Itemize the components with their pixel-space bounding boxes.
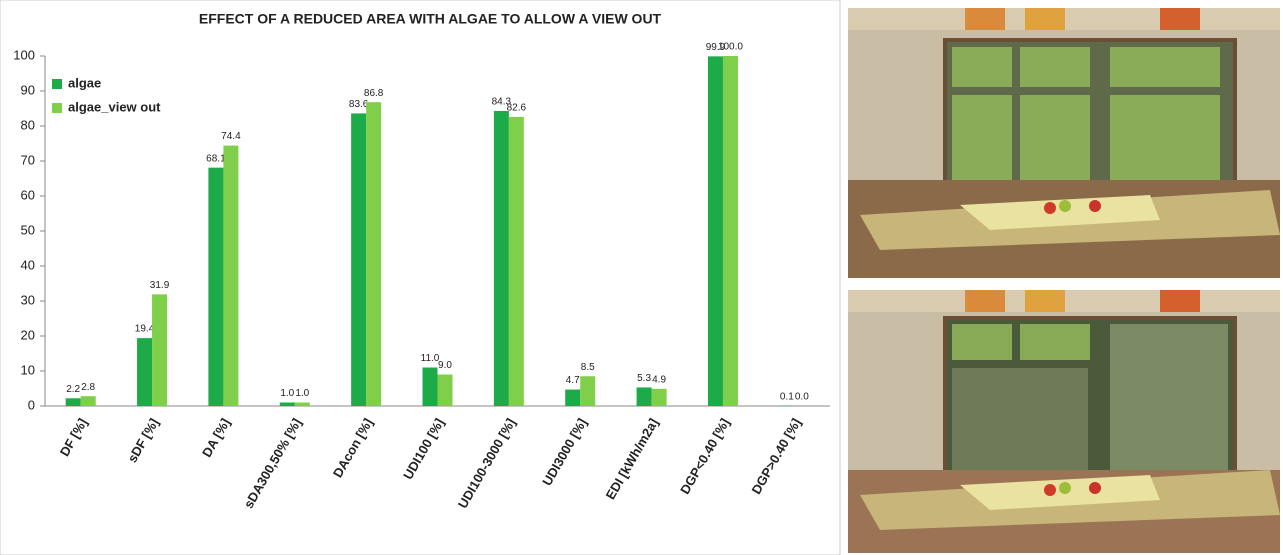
bar	[208, 167, 224, 406]
y-tick-label: 80	[21, 117, 35, 132]
y-tick-label: 20	[21, 327, 35, 342]
y-tick-label: 30	[21, 292, 35, 307]
y-tick-label: 10	[21, 362, 35, 377]
bar	[279, 402, 295, 406]
y-tick-label: 40	[21, 257, 35, 272]
bar	[351, 113, 367, 407]
value-label: 2.2	[66, 384, 80, 395]
bar	[508, 116, 524, 407]
legend-label: algae_view out	[68, 99, 161, 114]
value-label: 0.0	[795, 392, 809, 403]
bar	[565, 389, 581, 406]
bar	[722, 56, 738, 406]
y-tick-label: 70	[21, 152, 35, 167]
legend-swatch	[52, 103, 62, 113]
value-label: 0.1	[780, 391, 794, 402]
value-label: 86.8	[364, 88, 384, 99]
value-label: 8.5	[581, 362, 595, 373]
value-label: 83.6	[349, 99, 369, 110]
legend-label: algae	[68, 75, 101, 90]
value-label: 100.0	[718, 42, 743, 53]
value-label: 31.9	[150, 280, 170, 291]
bar	[294, 402, 310, 406]
rendering-top	[848, 8, 1280, 278]
bar	[707, 56, 723, 406]
value-label: 99.9	[706, 42, 726, 53]
bar	[651, 388, 667, 406]
rendering-bottom	[848, 290, 1280, 553]
value-label: 1.0	[280, 388, 294, 399]
y-tick-label: 100	[13, 47, 35, 62]
value-label: 2.8	[81, 382, 95, 393]
bar	[65, 398, 81, 406]
value-label: 11.0	[421, 353, 440, 364]
bar	[580, 376, 596, 406]
value-label: 5.3	[637, 373, 651, 384]
y-tick-label: 0	[28, 397, 35, 412]
value-label: 82.6	[507, 103, 527, 114]
value-label: 84.3	[492, 97, 512, 108]
bar	[422, 367, 438, 406]
bar	[223, 145, 239, 406]
value-label: 68.1	[206, 153, 226, 164]
value-label: 4.7	[566, 375, 580, 386]
chart-title: EFFECT OF A REDUCED AREA WITH ALGAE TO A…	[199, 11, 662, 27]
bar	[80, 396, 96, 406]
value-label: 1.0	[295, 388, 309, 399]
bar	[137, 338, 153, 406]
value-label: 9.0	[438, 360, 452, 371]
legend-swatch	[52, 79, 62, 89]
y-tick-label: 60	[21, 187, 35, 202]
value-label: 19.4	[135, 324, 155, 335]
bar	[152, 294, 168, 406]
value-label: 4.9	[652, 374, 666, 385]
bar	[437, 374, 453, 406]
y-tick-label: 90	[21, 82, 35, 97]
value-label: 74.4	[221, 131, 241, 142]
chart-frame	[0, 0, 841, 555]
bar	[366, 102, 382, 406]
bar	[636, 387, 652, 406]
bar	[493, 110, 509, 406]
y-tick-label: 50	[21, 222, 35, 237]
